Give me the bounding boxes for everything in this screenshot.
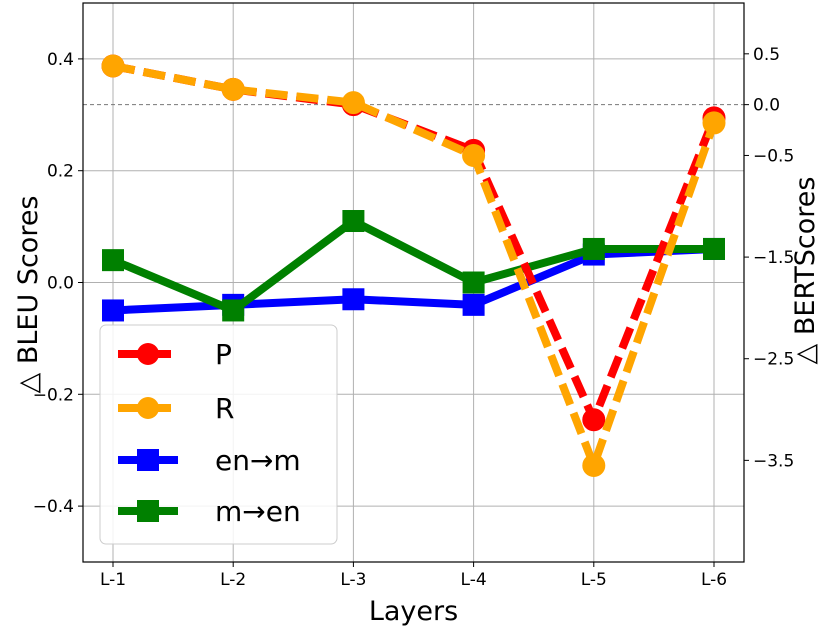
left-y-tick-label: −0.4	[33, 497, 74, 517]
x-axis-ticks: L-1 L-2 L-3 L-4 L-5 L-6	[100, 562, 727, 590]
legend-box	[99, 324, 338, 545]
legend-item: R	[118, 392, 234, 425]
right-y-tick-label: −1.5	[753, 248, 794, 268]
data-point-r	[101, 54, 125, 78]
data-point-m-to-en	[462, 271, 485, 294]
data-point-p	[582, 408, 606, 432]
data-point-m-to-en	[222, 299, 245, 322]
x-tick-label: L-5	[581, 570, 607, 590]
data-point-m-to-en	[703, 237, 725, 260]
left-y-tick-label: −0.2	[33, 385, 74, 405]
series-m-to-en	[102, 210, 725, 322]
legend-label: m→en	[215, 495, 301, 528]
x-tick-label: L-6	[701, 570, 727, 590]
legend-label: R	[215, 392, 234, 425]
right-y-tick-label: −3.5	[753, 451, 794, 471]
x-tick-label: L-1	[100, 570, 126, 590]
x-tick-label: L-2	[220, 570, 246, 590]
right-y-axis-title: △ BERTScores	[790, 177, 821, 365]
x-tick-label: L-3	[340, 570, 366, 590]
right-y-tick-label: 0.5	[753, 45, 780, 65]
right-y-tick-label: 0.0	[753, 96, 780, 116]
left-y-tick-label: 0.2	[47, 162, 74, 182]
left-y-tick-label: 0.4	[47, 50, 74, 70]
data-point-en-to-m	[342, 288, 365, 311]
data-point-en-to-m	[102, 299, 124, 322]
legend-item: m→en	[118, 495, 301, 528]
data-point-r	[341, 91, 365, 115]
data-point-r	[221, 77, 245, 101]
data-point-m-to-en	[342, 210, 365, 233]
legend-item: P	[118, 338, 232, 371]
legend-marker-swatch	[137, 500, 159, 522]
series-layer	[101, 54, 726, 477]
left-y-tick-label: 0.0	[47, 274, 74, 294]
data-point-en-to-m	[462, 293, 485, 316]
left-y-axis-title: △ BLEU Scores	[13, 195, 44, 393]
legend-label: en→m	[215, 444, 301, 477]
series-line-r	[112, 62, 718, 470]
legend-label: P	[215, 338, 232, 371]
legend-item: en→m	[118, 444, 301, 477]
series-r	[101, 54, 726, 477]
legend-marker-swatch	[137, 449, 159, 471]
legend-marker-swatch	[137, 397, 159, 419]
left-y-axis-ticks: 0.4 0.2 0.0 −0.2 −0.4	[33, 50, 83, 517]
series-line-m-to-en	[111, 217, 714, 315]
right-y-axis-ticks: 0.5 0.0 −0.5 −1.5 −2.5 −3.5	[744, 45, 794, 471]
x-tick-label: L-4	[461, 570, 487, 590]
right-y-tick-label: −2.5	[753, 350, 794, 370]
data-point-r	[462, 143, 486, 167]
data-point-r	[582, 453, 606, 477]
data-point-r	[702, 111, 726, 135]
data-point-m-to-en	[102, 249, 124, 272]
legend-marker-swatch	[137, 343, 159, 365]
x-axis-title: Layers	[369, 596, 458, 627]
right-y-tick-label: −0.5	[753, 146, 794, 166]
data-point-m-to-en	[582, 237, 605, 260]
